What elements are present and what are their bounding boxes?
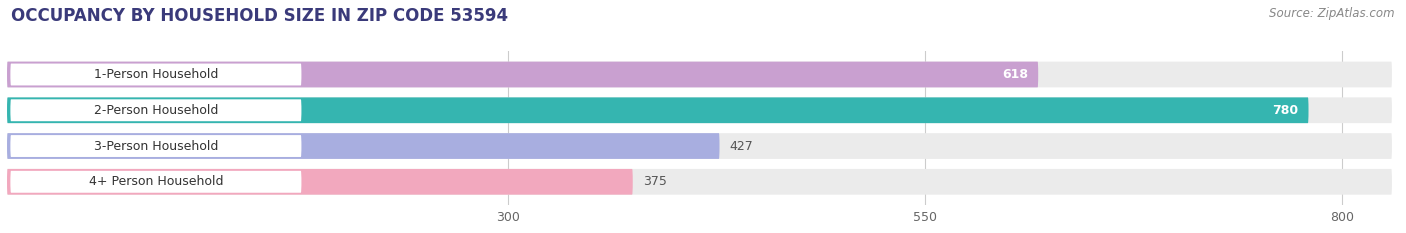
Text: 375: 375 bbox=[643, 175, 666, 188]
FancyBboxPatch shape bbox=[7, 133, 720, 159]
FancyBboxPatch shape bbox=[10, 135, 301, 157]
FancyBboxPatch shape bbox=[10, 99, 301, 121]
Text: 780: 780 bbox=[1272, 104, 1299, 117]
Text: 3-Person Household: 3-Person Household bbox=[94, 140, 218, 153]
FancyBboxPatch shape bbox=[7, 62, 1392, 87]
FancyBboxPatch shape bbox=[7, 97, 1392, 123]
FancyBboxPatch shape bbox=[10, 171, 301, 193]
FancyBboxPatch shape bbox=[7, 169, 1392, 195]
Text: 618: 618 bbox=[1002, 68, 1028, 81]
FancyBboxPatch shape bbox=[7, 97, 1309, 123]
Text: OCCUPANCY BY HOUSEHOLD SIZE IN ZIP CODE 53594: OCCUPANCY BY HOUSEHOLD SIZE IN ZIP CODE … bbox=[11, 7, 509, 25]
FancyBboxPatch shape bbox=[7, 133, 1392, 159]
Text: 4+ Person Household: 4+ Person Household bbox=[89, 175, 224, 188]
FancyBboxPatch shape bbox=[7, 62, 1038, 87]
Text: 2-Person Household: 2-Person Household bbox=[94, 104, 218, 117]
FancyBboxPatch shape bbox=[10, 64, 301, 86]
Text: Source: ZipAtlas.com: Source: ZipAtlas.com bbox=[1270, 7, 1395, 20]
FancyBboxPatch shape bbox=[7, 169, 633, 195]
Text: 427: 427 bbox=[730, 140, 754, 153]
Text: 1-Person Household: 1-Person Household bbox=[94, 68, 218, 81]
